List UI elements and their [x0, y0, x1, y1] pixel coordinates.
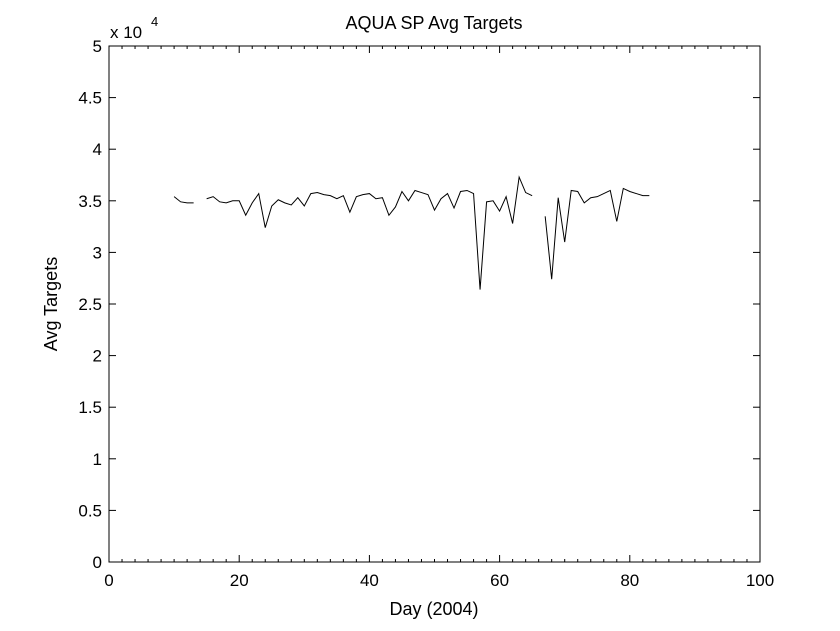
- y-tick-label: 5: [93, 37, 102, 56]
- series-line-segment-3: [544, 187, 650, 280]
- x-tick-label: 100: [746, 571, 774, 590]
- x-tick-label: 20: [230, 571, 249, 590]
- y-tick-label: 1: [93, 450, 102, 469]
- y-axis-label: Avg Targets: [41, 257, 61, 351]
- y-tick-label: 4.5: [78, 89, 102, 108]
- series-line-segment-2: [206, 175, 533, 290]
- x-tick-labels: 0 20 40 60 80 100: [104, 571, 774, 590]
- y-tick-label: 1.5: [78, 398, 102, 417]
- y-tick-label: 3.5: [78, 192, 102, 211]
- y-tick-label: 2: [93, 347, 102, 366]
- y-tick-labels: 0 0.5 1 1.5 2 2.5 3 3.5 4 4.5 5: [78, 37, 102, 572]
- y-tick-label: 2.5: [78, 295, 102, 314]
- x-axis-label: Day (2004): [389, 599, 478, 619]
- y-tick-label: 3: [93, 243, 102, 262]
- plot-area: [108, 45, 761, 563]
- y-tick-label: 0: [93, 553, 102, 572]
- series-line-segment-1: [173, 196, 194, 204]
- x-tick-label: 80: [620, 571, 639, 590]
- series-lines: [173, 175, 650, 290]
- minor-ticks: [121, 46, 748, 562]
- y-tick-label: 4: [93, 140, 102, 159]
- x-tick-label: 40: [360, 571, 379, 590]
- chart-title: AQUA SP Avg Targets: [345, 13, 522, 33]
- x-tick-label: 60: [490, 571, 509, 590]
- y-tick-label: 0.5: [78, 501, 102, 520]
- x-tick-label: 0: [104, 571, 113, 590]
- y-exponent-power: 4: [151, 14, 158, 29]
- y-exponent-label: x 10: [110, 23, 142, 42]
- major-ticks: [108, 45, 761, 563]
